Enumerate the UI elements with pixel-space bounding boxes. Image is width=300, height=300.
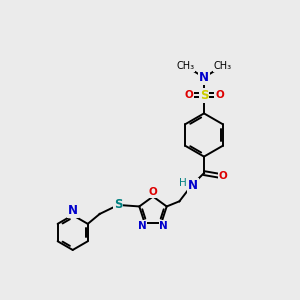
Text: N: N	[68, 205, 78, 218]
Text: N: N	[199, 71, 209, 84]
Text: S: S	[200, 89, 208, 102]
Text: H: H	[179, 178, 187, 188]
Text: O: O	[218, 171, 227, 181]
Text: O: O	[148, 187, 158, 197]
Text: O: O	[184, 90, 193, 100]
Text: N: N	[160, 221, 168, 231]
Text: S: S	[114, 199, 123, 212]
Text: O: O	[215, 90, 224, 100]
Text: N: N	[188, 179, 198, 192]
Text: CH₃: CH₃	[214, 61, 232, 71]
Text: N: N	[138, 221, 146, 231]
Text: CH₃: CH₃	[176, 61, 194, 71]
